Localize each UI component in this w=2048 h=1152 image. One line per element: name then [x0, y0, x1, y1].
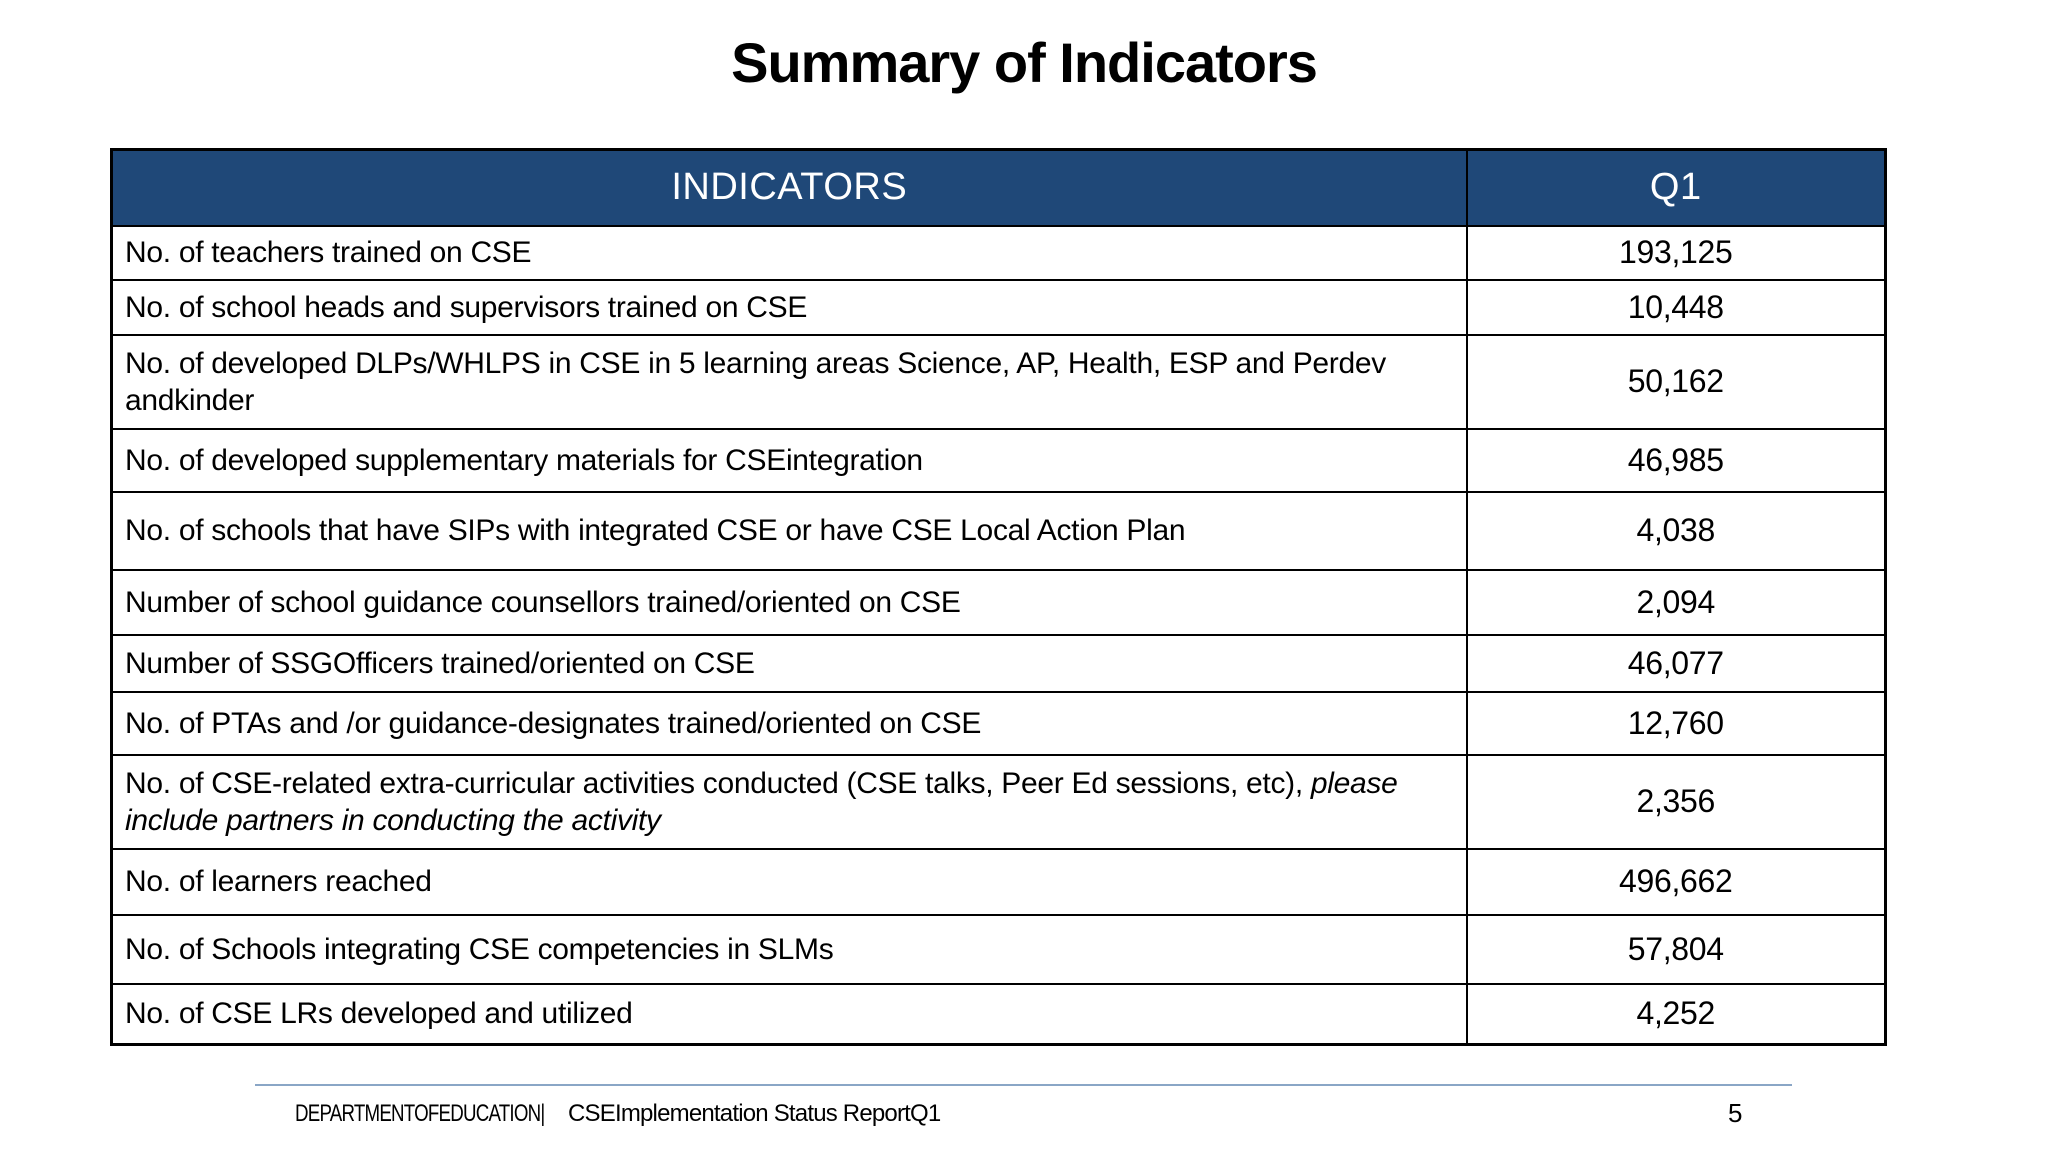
table-row: No. of PTAs and /or guidance-designates …	[110, 690, 1887, 756]
indicator-cell: No. of CSE LRs developed and utilized	[110, 982, 1468, 1046]
column-header-indicators: INDICATORS	[110, 148, 1468, 227]
q1-value-cell: 57,804	[1465, 913, 1887, 985]
q1-value-cell: 12,760	[1465, 690, 1887, 756]
page-number: 5	[1728, 1098, 1743, 1128]
indicator-cell: No. of school heads and supervisors trai…	[110, 278, 1468, 336]
indicator-cell: No. of schools that have SIPs with integ…	[110, 490, 1468, 571]
table-row: No. of CSE LRs developed and utilized 4,…	[110, 982, 1887, 1046]
table-row: No. of schools that have SIPs with integ…	[110, 490, 1887, 571]
indicator-cell: No. of Schools integrating CSE competenc…	[110, 913, 1468, 985]
q1-value-cell: 4,038	[1465, 490, 1887, 571]
q1-value-cell: 2,094	[1465, 568, 1887, 636]
q1-value-cell: 2,356	[1465, 753, 1887, 850]
table-row: No. of developed DLPs/WHLPS in CSE in 5 …	[110, 333, 1887, 430]
column-header-q1: Q1	[1465, 148, 1887, 227]
indicator-cell: No. of CSE-related extra-curricular acti…	[110, 753, 1468, 850]
indicator-cell: No. of PTAs and /or guidance-designates …	[110, 690, 1468, 756]
indicator-cell: No. of learners reached	[110, 847, 1468, 916]
indicator-cell: Number of school guidance counsellors tr…	[110, 568, 1468, 636]
page-title: Summary of Indicators	[731, 31, 1318, 94]
indicator-cell: Number of SSGOfficers trained/oriented o…	[110, 633, 1468, 693]
q1-value-cell: 496,662	[1465, 847, 1887, 916]
table-row: No. of school heads and supervisors trai…	[110, 278, 1887, 336]
q1-value-cell: 46,985	[1465, 427, 1887, 493]
table-row: Number of school guidance counsellors tr…	[110, 568, 1887, 636]
footer-divider-line	[255, 1084, 1792, 1086]
q1-value-cell: 46,077	[1465, 633, 1887, 693]
q1-value-cell: 193,125	[1465, 224, 1887, 281]
indicator-text: No. of CSE-related extra-curricular acti…	[125, 766, 1311, 800]
indicator-italic-note: please include partners in conducting th…	[125, 766, 1398, 837]
table-row: No. of learners reached 496,662	[110, 847, 1887, 916]
indicators-table: INDICATORS Q1 No. of teachers trained on…	[110, 148, 1887, 1046]
table-header-row: INDICATORS Q1	[110, 148, 1887, 227]
table-row: Number of SSGOfficers trained/oriented o…	[110, 633, 1887, 693]
indicator-cell: No. of teachers trained on CSE	[110, 224, 1468, 281]
q1-value-cell: 4,252	[1465, 982, 1887, 1046]
indicator-cell: No. of developed supplementary materials…	[110, 427, 1468, 493]
table-row: No. of developed supplementary materials…	[110, 427, 1887, 493]
footer-report-label: CSEImplementation Status ReportQ1	[568, 1100, 941, 1127]
footer-department-label: DEPARTMENTOFEDUCATION|	[295, 1100, 545, 1127]
table-row: No. of Schools integrating CSE competenc…	[110, 913, 1887, 985]
indicator-cell: No. of developed DLPs/WHLPS in CSE in 5 …	[110, 333, 1468, 430]
table-row: No. of teachers trained on CSE 193,125	[110, 224, 1887, 281]
q1-value-cell: 10,448	[1465, 278, 1887, 336]
q1-value-cell: 50,162	[1465, 333, 1887, 430]
table-row: No. of CSE-related extra-curricular acti…	[110, 753, 1887, 850]
